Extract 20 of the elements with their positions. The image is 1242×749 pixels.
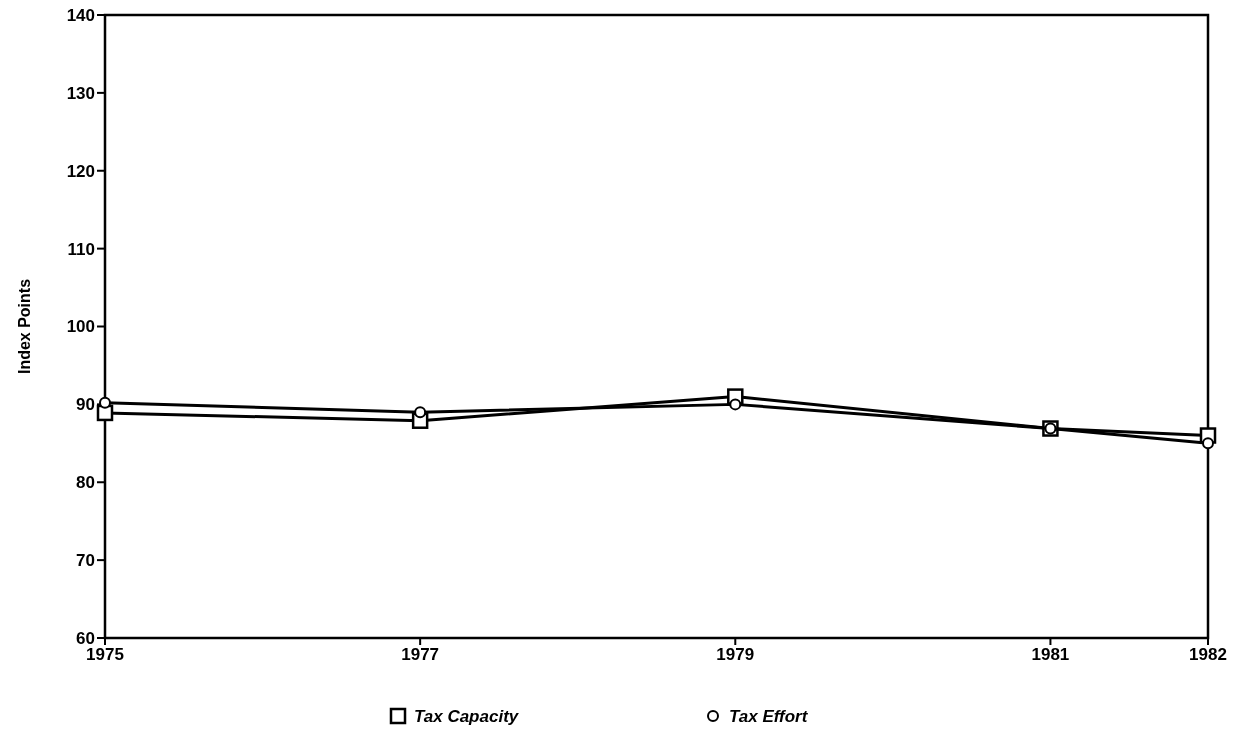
y-tick-label: 60 — [76, 628, 95, 648]
y-tick-label: 100 — [66, 317, 95, 337]
x-tick-label: 1975 — [86, 645, 124, 664]
y-tick-label: 90 — [76, 395, 95, 415]
y-tick-label: 70 — [76, 551, 95, 571]
legend-label: Tax Effort — [729, 706, 809, 726]
point — [414, 406, 427, 419]
point — [1202, 437, 1214, 450]
x-tick-label: 1981 — [1031, 645, 1070, 664]
legend-label: Tax Capacity — [414, 706, 520, 726]
y-tick-label: 110 — [67, 239, 95, 259]
x-tick-label: 1982 — [1189, 645, 1227, 664]
y-tick-label: 120 — [66, 161, 95, 181]
y-tick-label: 130 — [66, 83, 95, 103]
y-axis-title: Index Points — [16, 278, 33, 375]
y-tick-label: 140 — [66, 5, 95, 25]
x-tick-label: 1979 — [716, 645, 755, 664]
point — [729, 398, 742, 411]
y-tick-label: 80 — [76, 473, 95, 493]
x-tick-label: 1977 — [401, 645, 440, 664]
